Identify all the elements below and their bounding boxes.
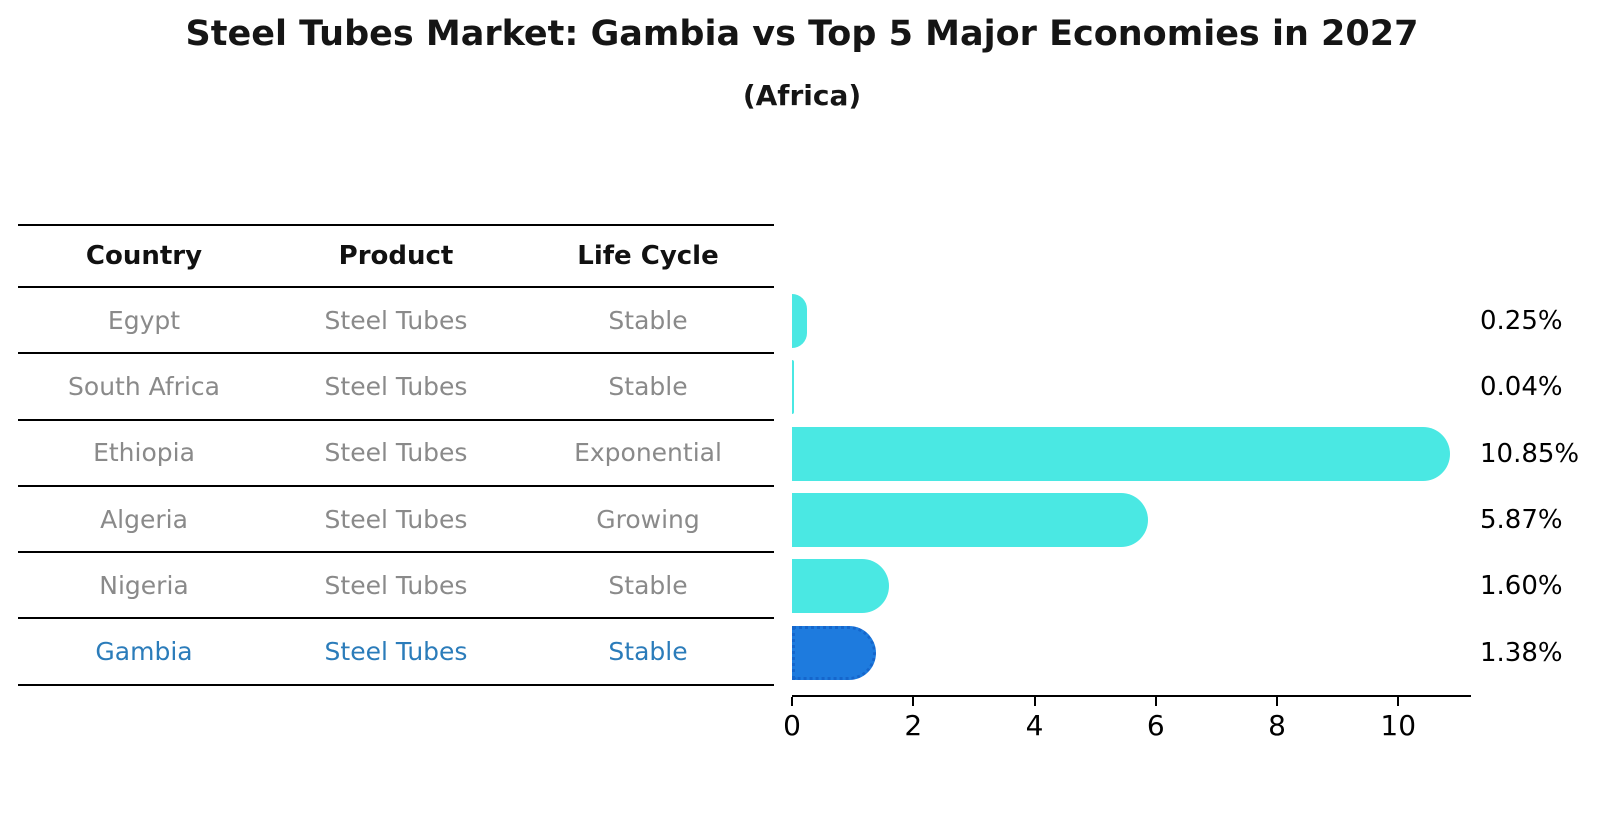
table-row: Ethiopia Steel Tubes Exponential xyxy=(18,421,774,487)
x-axis-tick xyxy=(1154,697,1157,706)
cell-lifecycle: Stable xyxy=(608,637,688,667)
x-axis-tick-label: 4 xyxy=(1025,709,1044,742)
cell-product: Steel Tubes xyxy=(324,637,468,667)
table-header-row: Country Product Life Cycle xyxy=(18,224,774,288)
bar-row xyxy=(792,493,1471,548)
x-axis-tick-label: 0 xyxy=(783,709,801,742)
chart-subtitle: (Africa) xyxy=(742,79,862,112)
cell-product: Steel Tubes xyxy=(324,438,468,468)
bar-row xyxy=(792,559,1471,614)
x-axis-tick-label: 2 xyxy=(904,709,923,742)
bar-value-label: 5.87% xyxy=(1480,505,1563,536)
bar-row xyxy=(792,625,1471,680)
x-axis-tick-label: 6 xyxy=(1146,709,1165,742)
x-axis-tick xyxy=(1397,697,1400,706)
cell-lifecycle: Exponential xyxy=(574,438,722,468)
cell-country: Algeria xyxy=(100,504,188,534)
bar-value-label: 0.04% xyxy=(1480,372,1563,403)
bar-ethiopia xyxy=(792,426,1450,481)
country-table: Country Product Life Cycle Egypt Steel Tu… xyxy=(18,224,774,686)
cell-lifecycle: Stable xyxy=(608,570,688,600)
table-row: Egypt Steel Tubes Stable xyxy=(18,288,774,355)
bar-south-africa xyxy=(792,360,795,415)
cell-country: South Africa xyxy=(68,371,220,401)
bar-nigeria xyxy=(792,559,889,614)
x-axis-line xyxy=(792,695,1471,697)
bar-value-label: 1.60% xyxy=(1480,571,1563,602)
x-axis-tick-label: 10 xyxy=(1380,709,1417,742)
column-header-country: Country xyxy=(85,241,203,271)
cell-product: Steel Tubes xyxy=(324,305,468,335)
cell-lifecycle: Stable xyxy=(608,371,688,401)
x-axis-tick xyxy=(1033,697,1036,706)
table-body: Egypt Steel Tubes Stable South Africa Steel … xyxy=(18,288,774,686)
cell-country: Gambia xyxy=(95,637,193,667)
cell-lifecycle: Growing xyxy=(596,504,700,534)
bar-value-label: 10.85% xyxy=(1480,438,1580,469)
x-axis-tick xyxy=(791,697,793,706)
bar-row xyxy=(792,294,1471,349)
x-axis-tick xyxy=(912,697,915,706)
table-row: Algeria Steel Tubes Growing xyxy=(18,487,774,554)
bar-plot-area: 0 2 4 6 8 10 xyxy=(783,288,1471,742)
x-axis-tick xyxy=(1276,697,1278,706)
table-row: Nigeria Steel Tubes Stable xyxy=(18,553,774,620)
column-header-lifecycle: Life Cycle xyxy=(577,241,719,271)
table-row-highlighted: Gambia Steel Tubes Stable xyxy=(18,619,774,686)
bar-row xyxy=(792,426,1471,481)
bar-algeria xyxy=(792,493,1148,548)
bar-egypt xyxy=(792,294,808,349)
cell-product: Steel Tubes xyxy=(324,371,468,401)
bar-value-label: 1.38% xyxy=(1480,637,1563,668)
column-header-product: Product xyxy=(338,241,454,271)
cell-country: Egypt xyxy=(107,305,181,335)
cell-country: Nigeria xyxy=(99,570,189,600)
cell-lifecycle: Stable xyxy=(608,305,688,335)
chart-title: Steel Tubes Market: Gambia vs Top 5 Majo… xyxy=(185,14,1419,54)
table-row: South Africa Steel Tubes Stable xyxy=(18,354,774,421)
bar-value-label: 0.25% xyxy=(1480,306,1563,337)
bar-gambia-highlighted xyxy=(792,625,876,680)
cell-country: Ethiopia xyxy=(93,438,195,468)
x-axis-tick-label: 8 xyxy=(1268,709,1286,742)
cell-product: Steel Tubes xyxy=(324,570,468,600)
cell-product: Steel Tubes xyxy=(324,504,468,534)
bar-row xyxy=(792,360,1471,415)
